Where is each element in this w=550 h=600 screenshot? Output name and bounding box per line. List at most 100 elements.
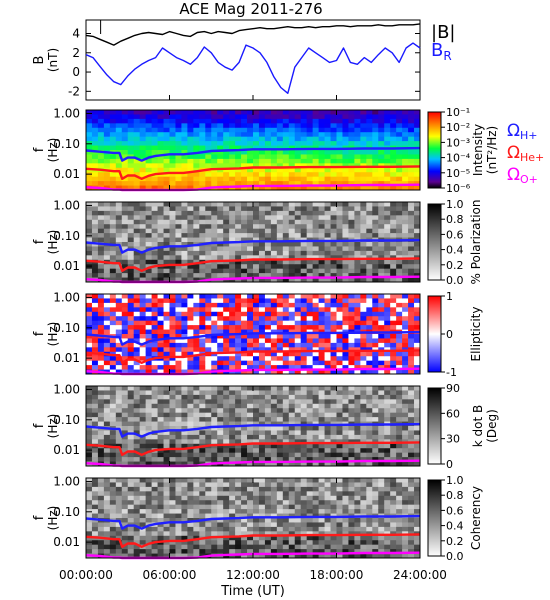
spectrogram-cell <box>187 394 194 400</box>
spectrogram-cell <box>103 215 111 221</box>
spectrogram-cell <box>91 176 99 182</box>
spectrogram-cell <box>121 491 129 497</box>
spectrogram-cell <box>306 264 314 270</box>
spectrogram-cell <box>193 394 200 400</box>
spectrogram-cell <box>360 277 367 283</box>
spectrogram-cell <box>193 233 200 238</box>
spectrogram-cell <box>109 132 117 138</box>
spectrogram-cell <box>151 136 158 142</box>
spectrogram-cell <box>312 298 319 304</box>
spectrogram-cell <box>348 394 355 400</box>
spectrogram-cell <box>312 172 319 178</box>
spectrogram-cell <box>187 132 194 138</box>
spectrogram-cell <box>187 215 194 221</box>
spectrogram-cell <box>276 325 284 330</box>
spectrogram-cell <box>372 294 379 299</box>
spectrogram-cell <box>312 457 319 462</box>
spectrogram-cell <box>193 347 200 353</box>
spectrogram-cell <box>300 338 308 344</box>
spectrogram-cell <box>330 185 337 191</box>
spectrogram-cell <box>288 163 296 169</box>
spectrogram-cell <box>181 172 188 178</box>
spectrogram-cell <box>151 110 158 115</box>
spectrogram-cell <box>288 412 296 418</box>
spectrogram-cell <box>175 443 182 449</box>
spectrogram-cell <box>241 347 248 353</box>
spectrogram-cell <box>324 163 331 169</box>
spectrogram-cell <box>217 202 224 207</box>
spectrogram-cell <box>414 307 421 313</box>
spectrogram-cell <box>181 430 188 436</box>
spectrogram-cell <box>408 390 415 396</box>
spectrogram-cell <box>163 136 170 142</box>
spectrogram-cell <box>241 540 248 546</box>
spectrogram-cell <box>103 482 111 488</box>
spectrogram-cell <box>372 273 379 278</box>
spectrogram-cell <box>139 141 147 146</box>
spectrogram-cell <box>342 443 349 449</box>
spectrogram-cell <box>181 390 188 396</box>
spectrogram-cell <box>151 360 158 366</box>
spectrogram-cell <box>169 118 176 124</box>
spectrogram-cell <box>396 403 403 409</box>
spectrogram-cell <box>402 452 409 458</box>
spectrogram-cell <box>169 535 176 541</box>
spectrogram-cell <box>390 412 397 418</box>
spectrogram-cell <box>258 342 266 348</box>
spectrogram-cell <box>348 412 355 418</box>
spectrogram-cell <box>199 356 206 362</box>
spectrogram-cell <box>241 439 248 445</box>
spectrogram-cell <box>390 325 397 330</box>
spectrogram-cell <box>390 233 397 238</box>
spectrogram-cell <box>97 526 105 532</box>
spectrogram-cell <box>330 351 337 357</box>
spectrogram-cell <box>402 403 409 409</box>
spectrogram-cell <box>282 176 290 182</box>
spectrogram-cell <box>306 136 314 142</box>
spectrogram-cell <box>223 259 230 265</box>
spectrogram-cell <box>247 417 254 422</box>
spectrogram-cell <box>169 141 176 146</box>
spectrogram-cell <box>86 127 93 133</box>
spectrogram-cell <box>109 399 117 405</box>
spectrogram-cell <box>139 356 147 362</box>
spectrogram-cell <box>324 360 331 366</box>
spectrogram-cell <box>247 242 254 247</box>
spectrogram-cell <box>354 132 361 138</box>
spectrogram-cell <box>199 513 206 519</box>
spectrogram-cell <box>181 132 188 138</box>
spectrogram-cell <box>109 307 117 313</box>
spectrogram-cell <box>205 123 212 129</box>
spectrogram-cell <box>348 181 355 186</box>
spectrogram-cell <box>241 443 248 449</box>
spectrogram-cell <box>342 176 349 182</box>
spectrogram-cell <box>115 273 123 278</box>
spectrogram-cell <box>384 224 391 230</box>
spectrogram-cell <box>121 430 129 436</box>
spectrogram-cell <box>330 320 337 326</box>
spectrogram-cell <box>133 320 141 326</box>
spectrogram-cell <box>336 399 343 405</box>
spectrogram-cell <box>157 215 164 221</box>
freq-tick-label: 0.10 <box>53 413 80 427</box>
spectrogram-cell <box>223 486 230 492</box>
spectrogram-cell <box>151 206 158 212</box>
spectrogram-cell <box>103 448 111 454</box>
spectrogram-cell <box>151 553 158 559</box>
spectrogram-cell <box>217 334 224 339</box>
spectrogram-cell <box>169 452 176 458</box>
spectrogram-cell <box>121 307 129 313</box>
spectrogram-cell <box>151 482 158 488</box>
spectrogram-cell <box>318 509 325 514</box>
spectrogram-cell <box>384 259 391 265</box>
spectrogram-cell <box>175 273 182 278</box>
spectrogram-cell <box>360 224 367 230</box>
spectrogram-cell <box>91 439 99 445</box>
spectrogram-cell <box>270 255 278 261</box>
spectrogram-cell <box>294 549 302 554</box>
spectrogram-cell <box>264 417 272 422</box>
spectrogram-cell <box>133 457 141 462</box>
spectrogram-cell <box>330 114 337 120</box>
spectrogram-cell <box>336 294 343 299</box>
spectrogram-cell <box>288 347 296 353</box>
